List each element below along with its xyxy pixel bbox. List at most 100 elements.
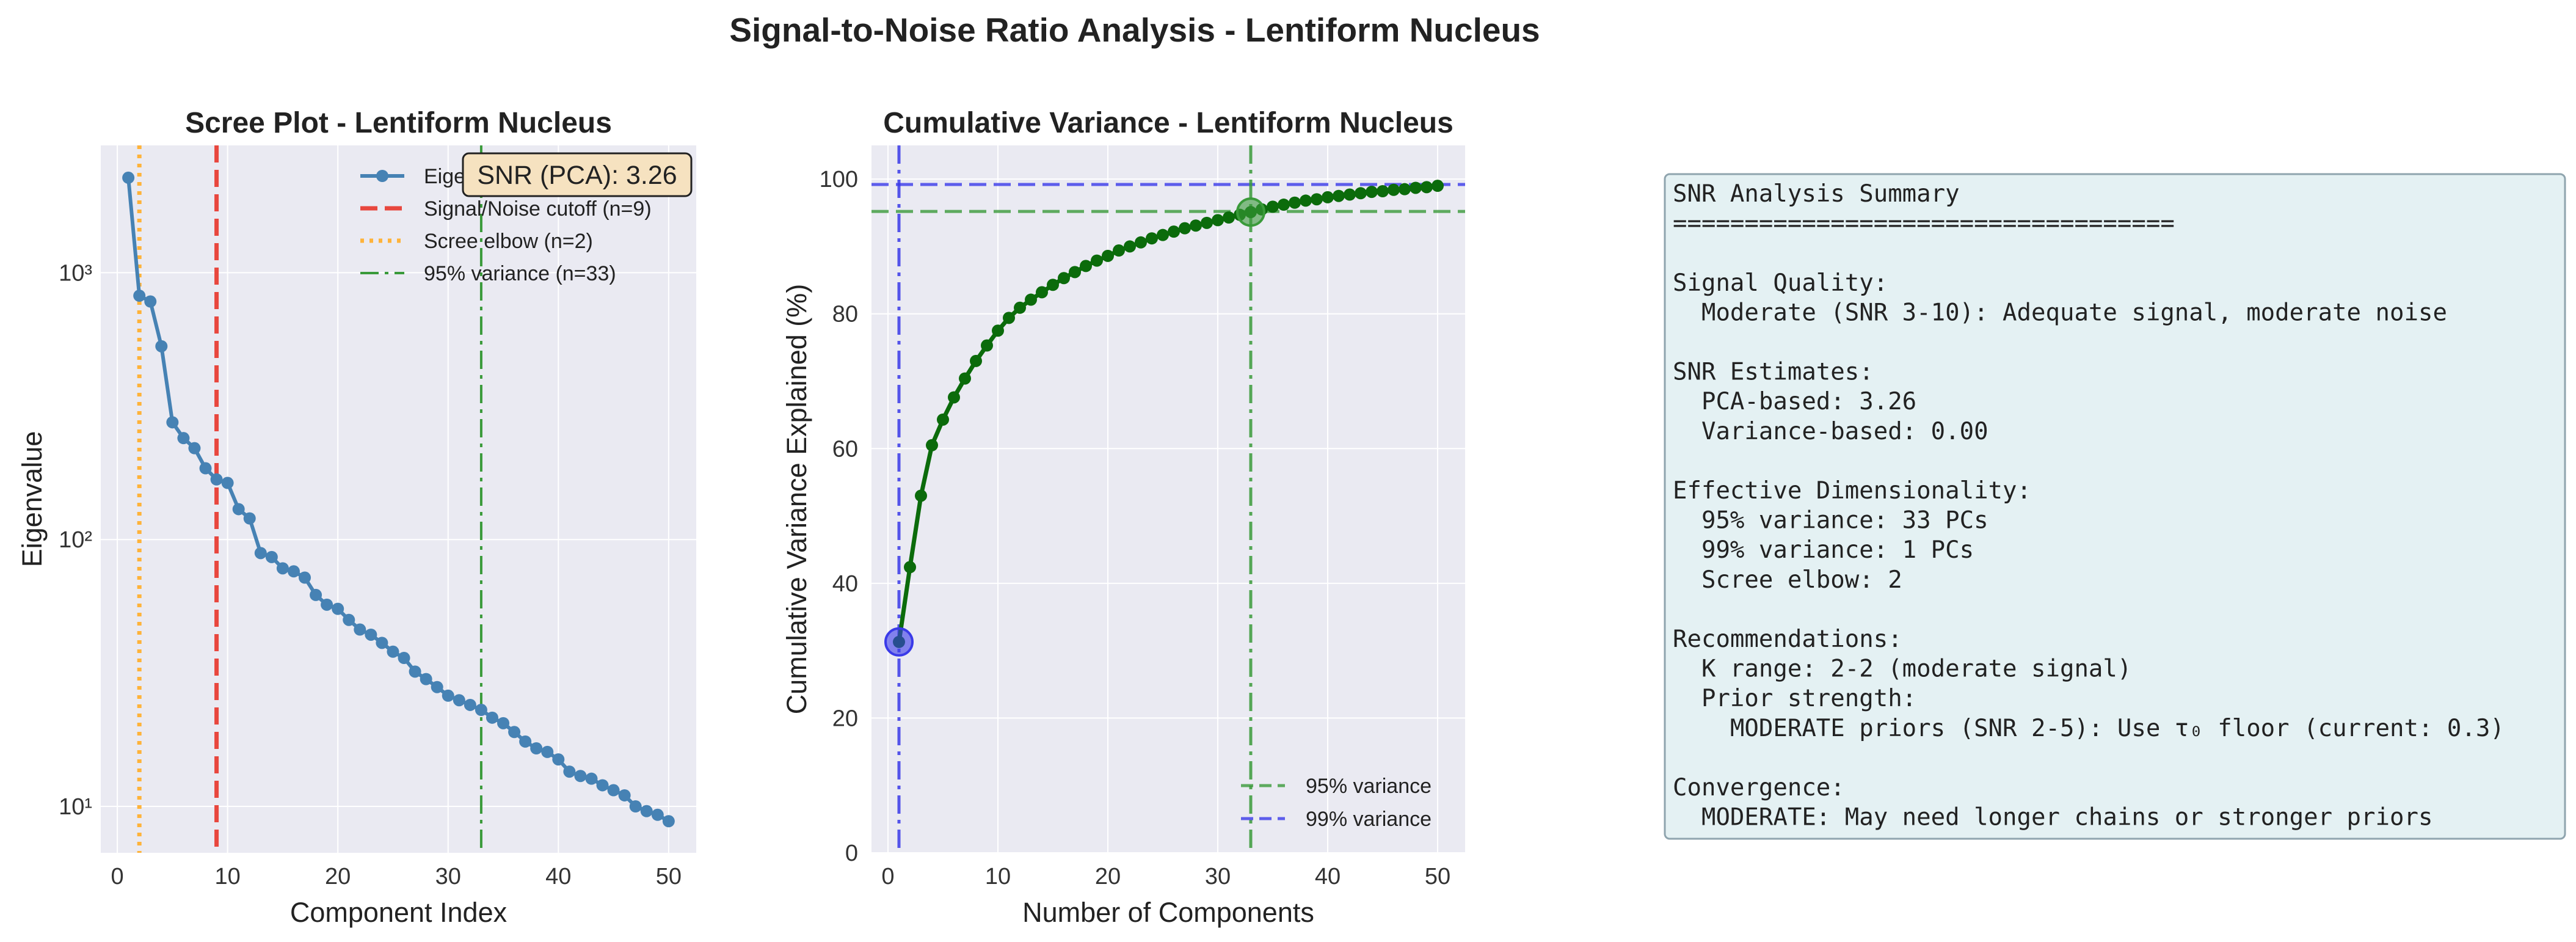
cumulative-variance-point xyxy=(1058,272,1070,285)
legend-label: 99% variance xyxy=(1306,808,1432,831)
x-tick-label: 50 xyxy=(656,864,682,889)
y-axis-label: Cumulative Variance Explained (%) xyxy=(781,284,812,715)
y-tick-label: 0 xyxy=(845,841,858,866)
eigenvalue-point xyxy=(651,808,664,821)
eigenvalue-point xyxy=(552,753,565,766)
cumulative-variance-point xyxy=(1124,240,1136,253)
legend-label: 95% variance (n=33) xyxy=(424,262,616,285)
cumulative-variance-point xyxy=(1047,279,1059,291)
y-axis-label: Eigenvalue xyxy=(16,431,48,568)
legend-eigenvalues-marker xyxy=(376,170,388,182)
eigenvalue-point xyxy=(662,815,675,828)
plot-area xyxy=(871,145,1465,853)
eigenvalue-point xyxy=(464,698,476,711)
eigenvalue-point xyxy=(629,800,642,813)
eigenvalue-point xyxy=(210,473,223,486)
eigenvalue-point xyxy=(596,779,609,792)
eigenvalue-point xyxy=(563,765,576,778)
summary-line: SNR Estimates: xyxy=(1673,359,1874,386)
eigenvalue-point xyxy=(122,171,135,184)
cumulative-variance-point xyxy=(926,439,938,451)
cumulative-variance-point xyxy=(1344,188,1356,201)
eigenvalue-point xyxy=(276,562,289,575)
cumulative-variance-point xyxy=(1102,249,1114,262)
summary-line: Moderate (SNR 3-10): Adequate signal, mo… xyxy=(1673,299,2447,326)
eigenvalue-point xyxy=(166,416,179,429)
eigenvalue-point xyxy=(354,623,366,636)
cumulative-variance-point xyxy=(1069,266,1081,279)
figure-suptitle: Signal-to-Noise Ratio Analysis - Lentifo… xyxy=(729,11,1540,49)
eigenvalue-point xyxy=(155,340,168,352)
summary-line: Prior strength: xyxy=(1673,685,1916,712)
cumulative-variance-point xyxy=(1091,254,1103,267)
eigenvalue-point xyxy=(585,772,598,785)
snr-annotation-box xyxy=(462,152,693,197)
summary-line: Effective Dimensionality: xyxy=(1673,477,2031,505)
x-tick-label: 20 xyxy=(1095,864,1121,889)
eigenvalue-point xyxy=(497,717,510,729)
legend-label: Signal/Noise cutoff (n=9) xyxy=(424,197,652,221)
cumulative-variance-point xyxy=(1388,183,1400,196)
x-tick-label: 20 xyxy=(325,864,351,889)
cumulative-variance-point xyxy=(1377,184,1389,197)
y-tick-label: 80 xyxy=(832,302,858,327)
cumulative-variance-point xyxy=(1223,211,1235,224)
cumulative-variance-point xyxy=(1267,200,1279,213)
y-tick-label: 20 xyxy=(832,706,858,731)
x-tick-label: 40 xyxy=(1315,864,1341,889)
eigenvalue-point xyxy=(343,613,355,626)
eigenvalue-point xyxy=(453,694,465,707)
eigenvalue-point xyxy=(199,462,212,475)
eigenvalue-point xyxy=(265,550,278,563)
summary-line: 95% variance: 33 PCs xyxy=(1673,507,1988,535)
cumulative-variance-point xyxy=(1410,181,1422,194)
eigenvalue-point xyxy=(310,588,322,601)
x-axis-label: Component Index xyxy=(290,897,508,928)
summary-line: Signal Quality: xyxy=(1673,269,1888,297)
highlight-point xyxy=(1236,197,1265,227)
summary-line: SNR Analysis Summary xyxy=(1673,180,1960,208)
eigenvalue-point xyxy=(640,805,653,817)
cumulative-variance-point xyxy=(992,324,1004,337)
eigenvalue-point xyxy=(541,745,554,758)
eigenvalue-point xyxy=(232,503,245,516)
cumulative-variance-point xyxy=(1300,194,1312,207)
cumulative-variance-point xyxy=(1201,216,1213,229)
eigenvalue-point xyxy=(387,645,399,658)
cumulative-variance-point xyxy=(970,354,982,367)
summary-line: MODERATE priors (SNR 2-5): Use τ₀ floor … xyxy=(1673,715,2505,742)
cumulative-variance-panel: 0 10 20 30 40 50 0 20 40 60 80 100 Cumulative Varian… xyxy=(781,107,1465,928)
eigenvalue-point xyxy=(475,704,487,717)
eigenvalue-point xyxy=(144,295,157,308)
summary-line: Recommendations: xyxy=(1673,626,1902,653)
eigenvalue-point xyxy=(332,602,344,615)
cumulative-variance-point xyxy=(1157,228,1169,241)
cumulative-variance-point xyxy=(1190,219,1202,232)
y-tick-label: 10¹ xyxy=(59,794,92,820)
cumulative-variance-point xyxy=(1432,180,1444,192)
summary-line: MODERATE: May need longer chains or stro… xyxy=(1673,804,2432,831)
cumulative-variance-point xyxy=(1025,293,1037,306)
cumulative-variance-point xyxy=(1399,183,1411,195)
eigenvalue-point xyxy=(177,432,190,445)
y-tick-label: 60 xyxy=(832,436,858,462)
cumulative-variance-point xyxy=(1135,236,1147,249)
snr-annotation-text: SNR (PCA): 3.26 xyxy=(477,161,677,190)
summary-box xyxy=(1664,173,2566,840)
cumulative-variance-point xyxy=(959,372,971,385)
cumulative-variance-point xyxy=(1311,193,1323,206)
eigenvalue-point xyxy=(376,637,388,649)
eigenvalue-point xyxy=(486,711,498,724)
x-tick-label: 30 xyxy=(435,864,461,889)
x-tick-label: 0 xyxy=(111,864,124,889)
chart-title: Cumulative Variance - Lentiform Nucleus xyxy=(883,107,1454,139)
cumulative-variance-point xyxy=(1113,244,1125,257)
cumulative-variance-point xyxy=(948,391,960,404)
eigenvalue-point xyxy=(530,742,543,755)
cumulative-variance-point xyxy=(1179,222,1191,235)
eigenvalue-point xyxy=(254,547,267,560)
cumulative-variance-point xyxy=(1355,187,1367,200)
x-tick-label: 30 xyxy=(1205,864,1231,889)
cumulative-variance-point xyxy=(1366,186,1378,199)
